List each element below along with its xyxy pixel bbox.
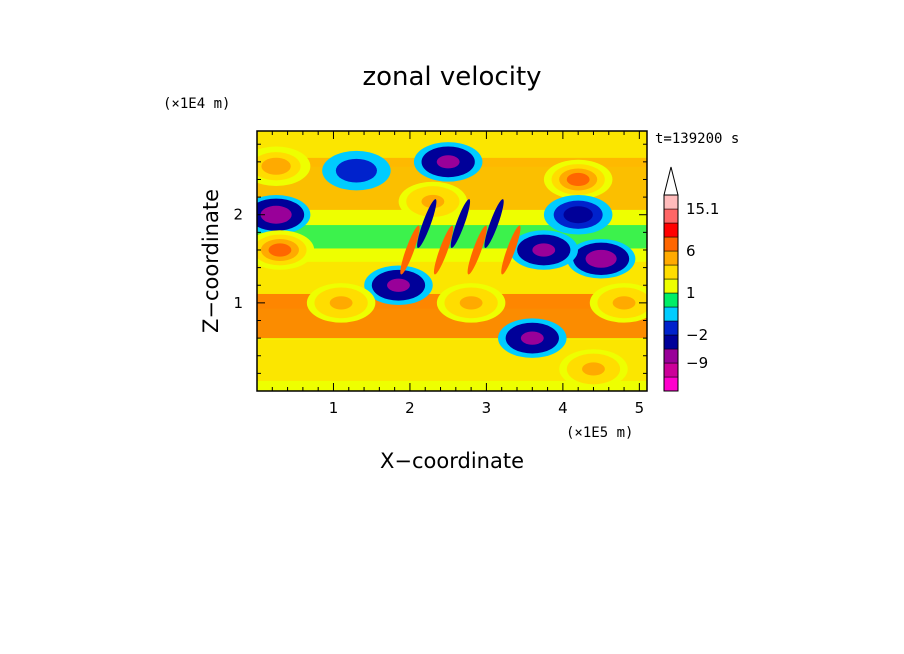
colorbar-segment: [663, 362, 679, 378]
y-scale-label: (×1E4 m): [163, 96, 230, 112]
x-tick-label: 4: [558, 399, 568, 417]
contour-feature: [582, 362, 605, 376]
x-scale-label: (×1E5 m): [566, 425, 633, 441]
colorbar-segment: [663, 250, 679, 266]
x-tick-label: 2: [405, 399, 415, 417]
colorbar-label: 15.1: [686, 200, 719, 218]
contour-feature: [520, 331, 544, 345]
contour-feature: [268, 243, 292, 257]
colorbar: 15.1 6 1 −2 −9: [663, 166, 719, 392]
colorbar-segment: [663, 278, 679, 294]
x-tick-label: 3: [482, 399, 492, 417]
colorbar-label: −2: [686, 326, 708, 344]
wave-streak: [433, 225, 454, 275]
contour-feature: [266, 209, 286, 221]
contour-feature: [591, 253, 611, 265]
x-tick-label: 1: [329, 399, 339, 417]
contour-feature: [335, 158, 377, 183]
y-tick-label: 2: [233, 206, 243, 224]
colorbar-segment: [663, 348, 679, 364]
colorbar-overflow-arrow: [663, 166, 679, 196]
wave-streak: [467, 225, 487, 275]
colorbar-segment: [663, 208, 679, 224]
wave-streak: [400, 225, 420, 275]
contour-feature: [329, 296, 353, 310]
contour-fields: [257, 131, 647, 389]
contour-feature: [436, 155, 460, 169]
colorbar-segment: [663, 194, 679, 210]
wave-streak: [450, 199, 471, 249]
x-axis-label: X−coordinate: [380, 449, 524, 473]
colorbar-segment: [663, 236, 679, 252]
contour-feature: [532, 243, 556, 257]
colorbar-segment: [663, 320, 679, 336]
contour-feature: [563, 206, 593, 224]
x-tick-label: 5: [635, 399, 645, 417]
colorbar-label: 6: [686, 242, 696, 260]
contour-feature: [387, 278, 410, 292]
contour-feature: [261, 157, 291, 175]
contour-feature: [612, 296, 636, 310]
contour-feature: [566, 172, 590, 187]
colorbar-segment: [663, 264, 679, 280]
wave-streak: [501, 225, 521, 275]
plot-frame: [256, 130, 648, 392]
y-axis-label: Z−coordinate: [199, 189, 223, 333]
colorbar-segment: [663, 334, 679, 350]
x-axis-ticks: 1 2 3 4 5: [271, 131, 645, 417]
wave-streak: [417, 199, 437, 249]
y-axis-ticks: 12: [233, 143, 647, 374]
wave-streak: [484, 199, 504, 249]
colorbar-label: 1: [686, 284, 696, 302]
colorbar-segment: [663, 292, 679, 308]
contour-feature: [459, 296, 483, 310]
colorbar-segment: [663, 376, 679, 392]
y-tick-label: 1: [233, 294, 243, 312]
time-label: t=139200 s: [655, 131, 739, 147]
colorbar-segment: [663, 306, 679, 322]
colorbar-label: −9: [686, 354, 708, 372]
colorbar-segment: [663, 222, 679, 238]
chart-title: zonal velocity: [362, 62, 541, 92]
colorbar-frame: [663, 194, 679, 392]
